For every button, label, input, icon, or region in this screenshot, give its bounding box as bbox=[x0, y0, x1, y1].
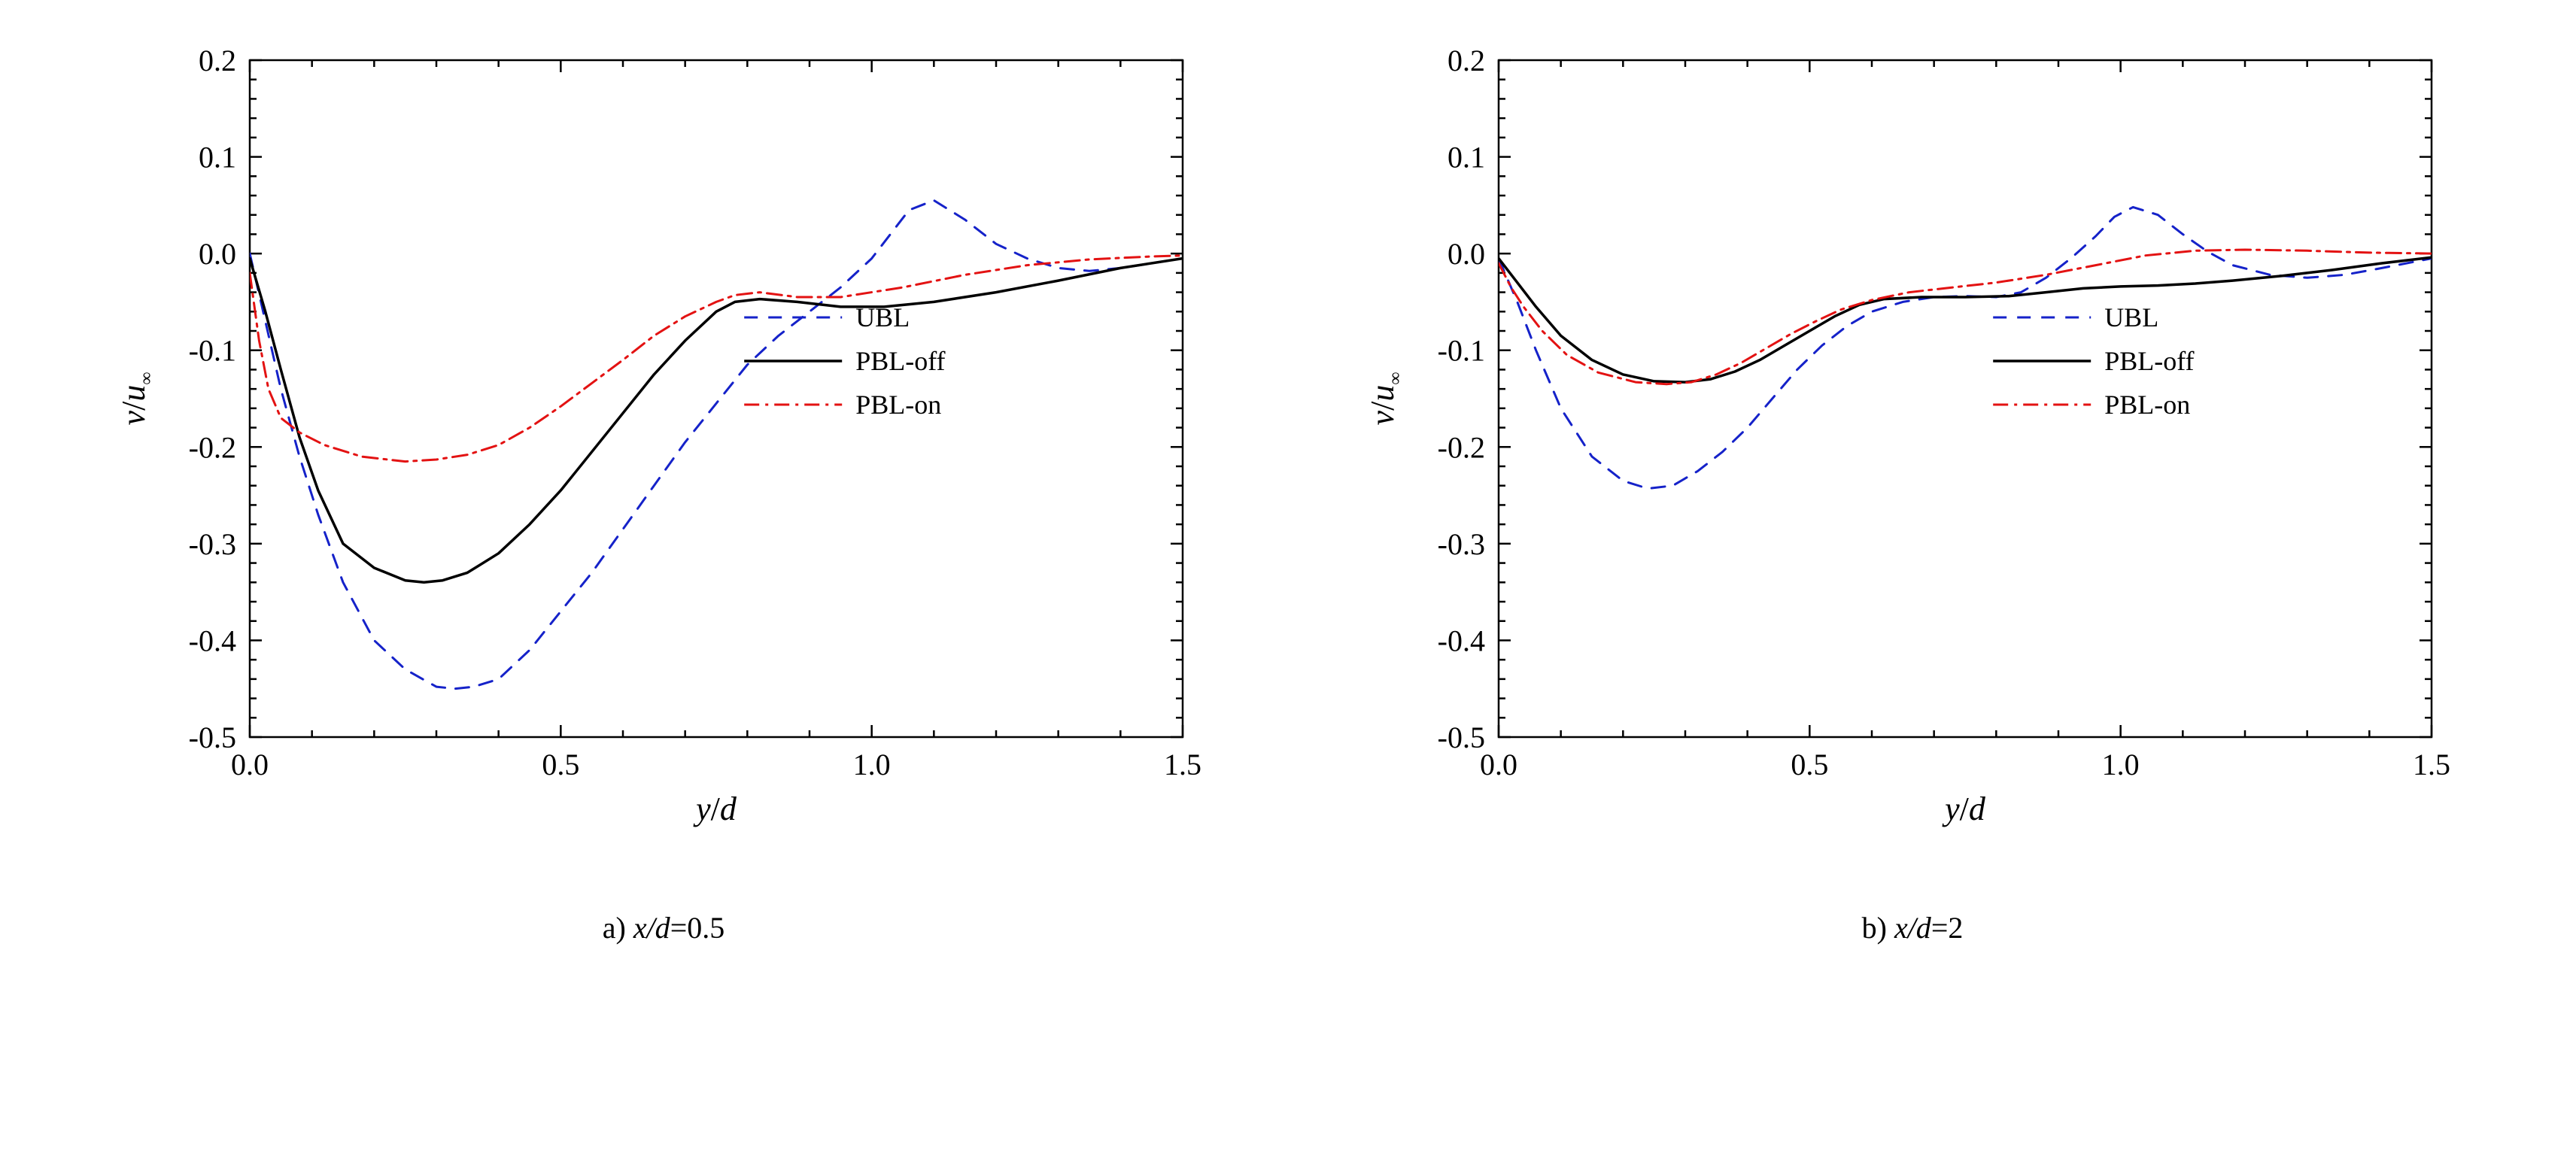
series-group bbox=[250, 200, 1183, 688]
y-tick-label: -0.4 bbox=[1438, 624, 1485, 657]
x-tick-label: 0.0 bbox=[1480, 748, 1517, 781]
legend-label-PBL_off: PBL-off bbox=[855, 346, 945, 376]
legend-label-UBL: UBL bbox=[2104, 302, 2158, 332]
y-tick-label: -0.2 bbox=[189, 430, 236, 464]
x-tick-label: 0.5 bbox=[1791, 748, 1828, 781]
y-tick-label: -0.4 bbox=[189, 624, 236, 657]
series-UBL bbox=[1499, 207, 2432, 488]
chart-panel-a: 0.0 0.5 1.0 1.5 -0.5 -0.4 -0.3 -0.2 -0.1 0.0 0.1 0.… bbox=[99, 30, 1228, 857]
y-tick-label: 0.0 bbox=[199, 237, 236, 271]
x-tick-label: 0.0 bbox=[231, 748, 269, 781]
series-group bbox=[1499, 207, 2432, 488]
panel-caption-a: a) x/d=0.5 bbox=[603, 910, 725, 945]
series-UBL bbox=[250, 200, 1183, 688]
plot-frame bbox=[1499, 60, 2432, 737]
x-tick-label: 0.5 bbox=[542, 748, 579, 781]
tick-group bbox=[1499, 60, 2432, 737]
plot-frame bbox=[250, 60, 1183, 737]
y-tick-label: -0.3 bbox=[1438, 527, 1485, 561]
chart-panel-b: 0.0 0.5 1.0 1.5 -0.5 -0.4 -0.3 -0.2 -0.1 0.0 0.1 0.… bbox=[1348, 30, 2477, 857]
series-PBL_on bbox=[250, 256, 1183, 462]
x-tick-label: 1.0 bbox=[853, 748, 891, 781]
panel-caption-b: b) x/d=2 bbox=[1862, 910, 1964, 945]
legend: UBL PBL-off PBL-on bbox=[1993, 302, 2194, 420]
y-tick-label: 0.1 bbox=[199, 141, 236, 174]
y-axis-label: v/u∞ bbox=[1364, 372, 1405, 426]
series-PBL_off bbox=[250, 259, 1183, 583]
legend-label-UBL: UBL bbox=[855, 302, 910, 332]
x-tick-label: 1.5 bbox=[1164, 748, 1201, 781]
x-axis-label: y/d bbox=[1942, 790, 1986, 827]
y-tick-label: -0.5 bbox=[1438, 721, 1485, 754]
y-tick-label: 0.2 bbox=[199, 44, 236, 77]
y-tick-label: -0.1 bbox=[189, 334, 236, 368]
y-tick-label: -0.2 bbox=[1438, 430, 1485, 464]
y-tick-label: 0.0 bbox=[1447, 237, 1485, 271]
legend-label-PBL_on: PBL-on bbox=[2104, 390, 2190, 420]
x-axis-label: y/d bbox=[693, 790, 737, 827]
panel-b: 0.0 0.5 1.0 1.5 -0.5 -0.4 -0.3 -0.2 -0.1 0.0 0.1 0.… bbox=[1348, 30, 2477, 945]
tick-group bbox=[250, 60, 1183, 737]
y-tick-label: -0.5 bbox=[189, 721, 236, 754]
figure-container: 0.0 0.5 1.0 1.5 -0.5 -0.4 -0.3 -0.2 -0.1 0.0 0.1 0.… bbox=[0, 0, 2576, 960]
legend: UBL PBL-off PBL-on bbox=[744, 302, 945, 420]
y-axis-label: v/u∞ bbox=[115, 372, 156, 426]
y-tick-label: 0.1 bbox=[1447, 141, 1485, 174]
panel-a: 0.0 0.5 1.0 1.5 -0.5 -0.4 -0.3 -0.2 -0.1 0.0 0.1 0.… bbox=[99, 30, 1228, 945]
y-tick-label: 0.2 bbox=[1447, 44, 1485, 77]
y-tick-label: -0.3 bbox=[189, 527, 236, 561]
legend-label-PBL_off: PBL-off bbox=[2104, 346, 2194, 376]
y-tick-label: -0.1 bbox=[1438, 334, 1485, 368]
x-tick-label: 1.5 bbox=[2413, 748, 2450, 781]
x-tick-label: 1.0 bbox=[2102, 748, 2140, 781]
series-PBL_on bbox=[1499, 250, 2432, 384]
legend-label-PBL_on: PBL-on bbox=[855, 390, 941, 420]
